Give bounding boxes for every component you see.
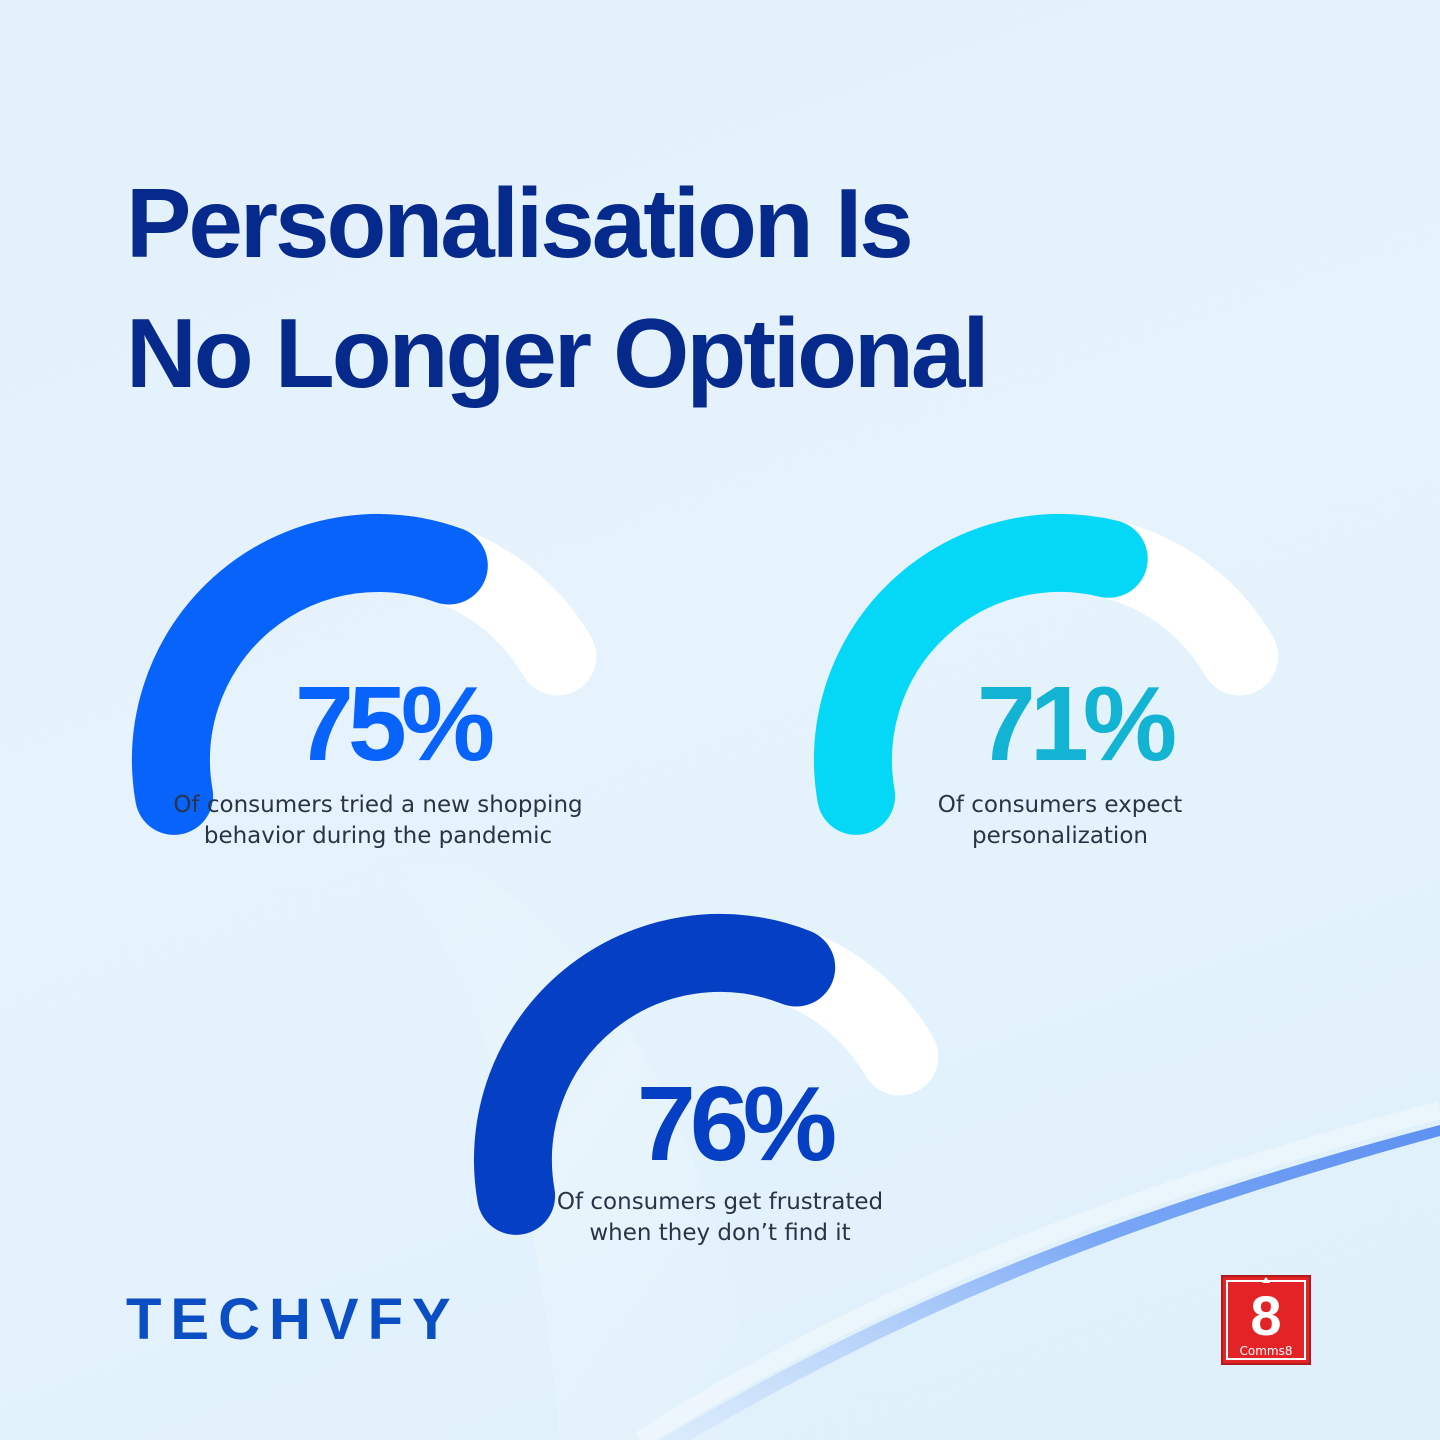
- gauge-value-label: 75%: [295, 665, 493, 783]
- gauge-value-label: 71%: [977, 665, 1175, 783]
- comms8-logo-digit: 8: [1250, 1284, 1281, 1347]
- techvfy-logo: TECHVFY: [126, 1287, 460, 1352]
- gauge-value-label: 76%: [637, 1065, 835, 1183]
- gauge-2: 71% Of consumers expect personalization: [813, 513, 1279, 849]
- gauge-description-line: behavior during the pandemic: [204, 823, 552, 849]
- gauge-description-line: when they don’t find it: [589, 1220, 850, 1246]
- gauge-value-arc: [131, 514, 488, 835]
- gauge-description-line: Of consumers tried a new shopping: [173, 792, 582, 818]
- gauge-value-arc: [813, 513, 1148, 835]
- comms8-logo: 8 Comms8: [1221, 1275, 1311, 1365]
- page-title-line-2: No Longer Optional: [126, 298, 990, 408]
- background-swoosh: [660, 1125, 1440, 1440]
- background-swoosh-glow: [635, 1101, 1440, 1440]
- gauge-3: 76% Of consumers get frustrated when they …: [473, 913, 939, 1246]
- gauge-1: 75% Of consumers tried a new shopping beha…: [131, 513, 597, 849]
- background-sheen: [380, 860, 760, 1440]
- gauge-value-arc: [473, 914, 836, 1235]
- page-title-line-1: Personalisation Is: [126, 168, 914, 278]
- comms8-logo-text: Comms8: [1240, 1344, 1293, 1358]
- page-title: Personalisation Is No Longer Optional: [126, 158, 990, 418]
- gauge-description-line: Of consumers expect: [938, 792, 1182, 818]
- gauge-description-line: Of consumers get frustrated: [557, 1189, 883, 1215]
- gauge-description-line: personalization: [972, 823, 1148, 849]
